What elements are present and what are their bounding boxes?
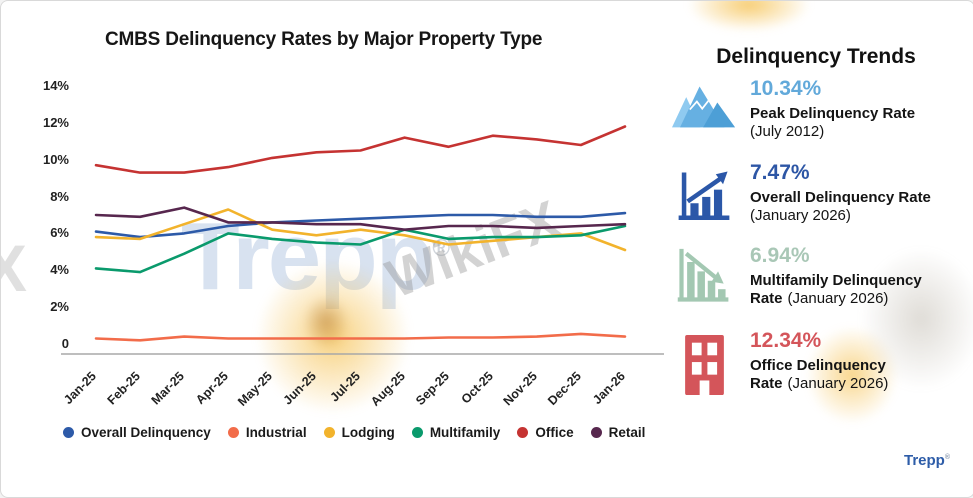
stat-label: Peak Delinquency Rate (July 2012): [750, 105, 916, 140]
series-line-industrial: [94, 332, 627, 342]
x-axis-label: Mar-25: [148, 369, 188, 408]
stat-label: Multifamily Delinquency Rate (January 202…: [750, 272, 922, 307]
series-line-lodging: [94, 208, 627, 252]
y-axis-label: 6%: [50, 225, 69, 241]
x-axis-label: May-25: [235, 369, 276, 409]
stat-value: 12.34%: [750, 329, 822, 352]
trepp-logo: Trepp®: [904, 452, 951, 469]
legend-item-industrial: Industrial: [227, 425, 307, 440]
peak-delinquency-stat: 10.34% Peak Delinquency Rate (July 2012): [750, 77, 970, 140]
stat-value: 6.94%: [750, 244, 810, 267]
legend-item-office: Office: [517, 425, 574, 440]
x-axis-label: Apr-25: [193, 369, 232, 407]
legend-label: Retail: [608, 425, 646, 440]
x-axis-label: Oct-25: [458, 369, 496, 407]
x-axis-label: Jun-25: [280, 369, 320, 408]
y-axis-label: 2%: [50, 299, 69, 315]
legend-item-lodging: Lodging: [323, 425, 395, 440]
legend-label: Industrial: [245, 425, 307, 440]
x-axis-label: Jan-26: [589, 369, 628, 407]
x-axis-label: Nov-25: [500, 369, 540, 409]
legend-dot: [411, 427, 423, 438]
y-axis-label: 4%: [50, 262, 69, 278]
stat-value: 10.34%: [750, 77, 822, 100]
y-axis-label: 12%: [42, 114, 69, 130]
legend-item-multifamily: Multifamily: [411, 425, 501, 440]
x-axis-label: Feb-25: [104, 369, 144, 408]
legend-label: Office: [535, 425, 574, 440]
stat-label: Office Delinquency Rate (January 2026): [750, 357, 889, 392]
trepp-watermark: Trepp®: [181, 203, 450, 310]
office-building-icon: [661, 333, 747, 395]
legend-label: Multifamily: [429, 425, 501, 440]
y-axis-label: 0: [61, 336, 69, 351]
legend-item-overall-delinquency: Overall Delinquency: [63, 425, 211, 440]
stat-label: Overall Delinquency Rate (January 2026): [750, 189, 931, 224]
legend-label: Lodging: [341, 425, 395, 440]
legend-item-retail: Retail: [590, 425, 646, 440]
overall-delinquency-stat: 7.47% Overall Delinquency Rate (January …: [750, 161, 970, 224]
chart-legend: Overall Delinquency Industrial Lodging Mult…: [63, 425, 645, 440]
x-axis-label: Sep-25: [412, 369, 452, 408]
x-axis-label: Aug-25: [367, 369, 408, 409]
office-delinquency-stat: 12.34% Office Delinquency Rate (January 2…: [750, 329, 970, 392]
declining-bars-icon: [661, 247, 747, 307]
multifamily-delinquency-stat: 6.94% Multifamily Delinquency Rate (Janua…: [750, 244, 970, 307]
series-line-multifamily: [94, 224, 627, 274]
legend-dot: [63, 427, 74, 438]
y-axis-label: 10%: [42, 151, 69, 167]
mountain-icon: [661, 83, 747, 129]
legend-label: Overall Delinquency: [81, 425, 211, 440]
series-line-retail: [94, 206, 627, 231]
trends-panel-heading: Delinquency Trends: [716, 45, 916, 68]
series-line-overall-delinquency: [94, 211, 627, 239]
chart-title: CMBS Delinquency Rates by Major Property…: [105, 29, 543, 50]
legend-dot: [590, 427, 602, 438]
x-axis-label: Jul-25: [327, 369, 364, 405]
legend-dot: [517, 427, 529, 438]
legend-dot: [323, 427, 335, 438]
legend-dot: [227, 427, 239, 438]
y-axis-label: 14%: [42, 77, 69, 93]
series-line-office: [94, 125, 627, 174]
wikifx-lion-watermark: [303, 295, 349, 349]
growth-chart-icon: [661, 167, 747, 225]
x-axis-label: Dec-25: [544, 369, 584, 408]
y-axis-label: 8%: [50, 188, 69, 204]
wikifx-lion-watermark: [689, 1, 809, 31]
stat-value: 7.47%: [750, 161, 810, 184]
x-axis-label: Jan-25: [61, 369, 99, 407]
wikifx-watermark: WikiFX: [378, 189, 568, 310]
